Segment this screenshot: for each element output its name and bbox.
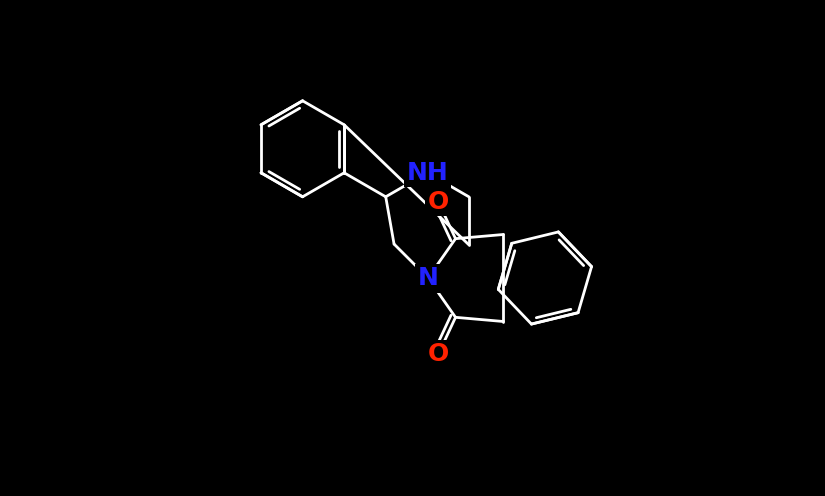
Text: O: O <box>427 189 449 214</box>
Text: NH: NH <box>407 161 448 185</box>
Text: O: O <box>427 342 449 367</box>
Text: N: N <box>417 266 438 290</box>
